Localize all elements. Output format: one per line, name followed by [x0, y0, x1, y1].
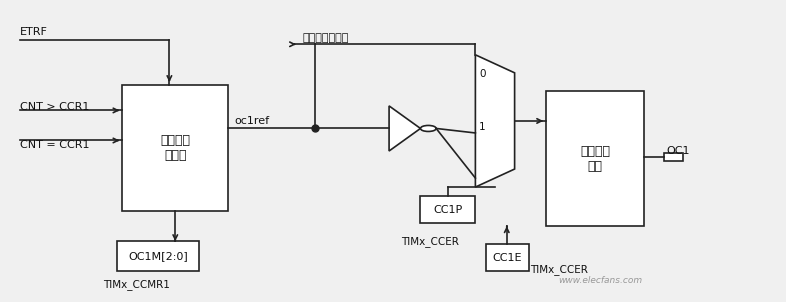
- Text: 至主模式控制器: 至主模式控制器: [303, 33, 349, 43]
- Bar: [663, 153, 683, 161]
- Text: OC1: OC1: [666, 146, 689, 156]
- Text: 0: 0: [479, 69, 486, 79]
- Circle shape: [421, 125, 436, 131]
- Text: ETRF: ETRF: [20, 27, 48, 37]
- Bar: [486, 244, 529, 271]
- Text: oc1ref: oc1ref: [234, 116, 270, 126]
- Bar: [546, 91, 644, 226]
- Text: 输出模式
控制器: 输出模式 控制器: [160, 134, 190, 162]
- Text: CNT > CCR1: CNT > CCR1: [20, 102, 90, 112]
- Bar: [421, 196, 476, 223]
- Text: CC1P: CC1P: [433, 205, 462, 215]
- Text: CNT = CCR1: CNT = CCR1: [20, 140, 90, 150]
- Text: TIMx_CCER: TIMx_CCER: [401, 236, 459, 247]
- Text: TIMx_CCER: TIMx_CCER: [531, 264, 588, 275]
- Text: 1: 1: [479, 122, 486, 132]
- Polygon shape: [476, 55, 515, 187]
- Bar: [123, 85, 228, 211]
- Text: OC1M[2:0]: OC1M[2:0]: [128, 251, 188, 261]
- Polygon shape: [389, 106, 421, 151]
- Text: TIMx_CCMR1: TIMx_CCMR1: [103, 279, 170, 290]
- Bar: [117, 241, 199, 271]
- Text: 输出使能
电路: 输出使能 电路: [580, 145, 610, 172]
- Text: www.elecfans.com: www.elecfans.com: [558, 276, 642, 285]
- Text: CC1E: CC1E: [492, 253, 522, 263]
